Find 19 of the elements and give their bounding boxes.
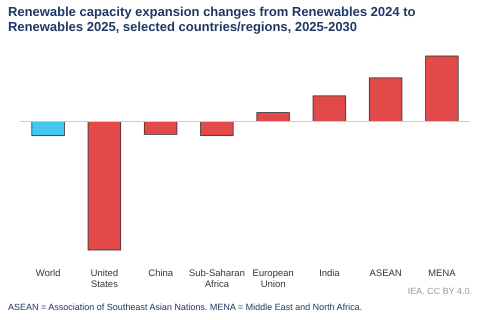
x-tick-label: MENA [428, 268, 456, 279]
bar [368, 77, 402, 122]
x-tick-label: India [319, 268, 340, 279]
bar [256, 112, 290, 122]
x-tick-label: World [36, 268, 60, 279]
text: IEA. CC BY 4.0. [408, 286, 472, 296]
bar [88, 121, 122, 250]
bar [144, 121, 178, 135]
bar [31, 121, 65, 136]
bar [200, 121, 234, 136]
bar [425, 56, 459, 122]
x-tick-label: European Union [252, 268, 294, 290]
bar [312, 95, 346, 122]
x-tick-label: Sub-Saharan Africa [188, 268, 245, 290]
x-tick-label: China [148, 268, 174, 279]
x-tick-label: United States [90, 268, 118, 290]
x-tick-label: ASEAN [370, 268, 402, 279]
text: ASEAN = Association of Southeast Asian Nations. MENA = Middle East and North Africa. [8, 302, 362, 312]
chart-title: Renewable capacity expansion changes from Renewables 2024 to Renewables 2025, selected countries/regions, 2025-2030 [8, 4, 416, 34]
